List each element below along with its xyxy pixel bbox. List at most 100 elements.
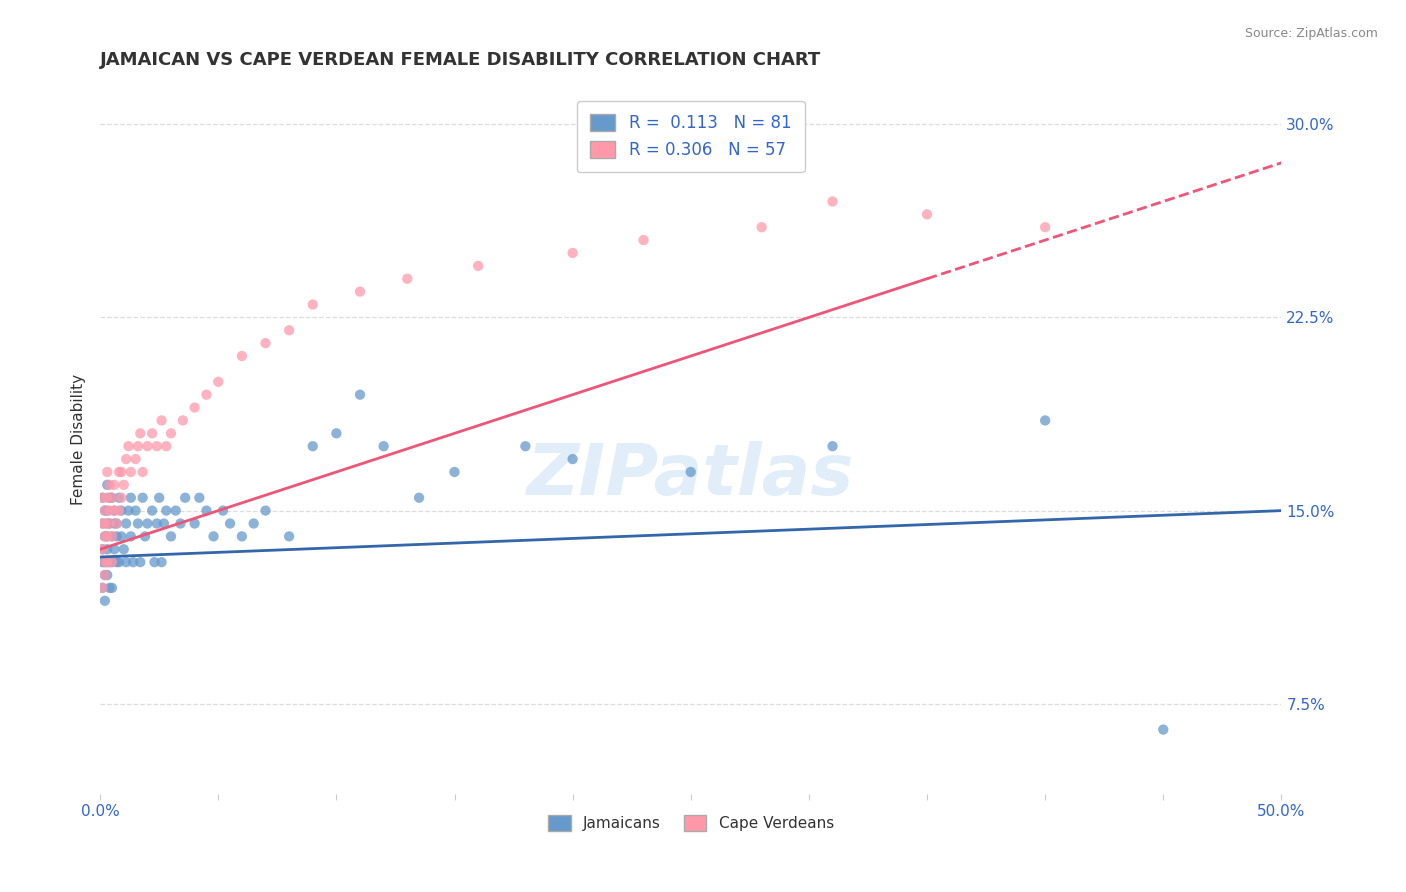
Point [443, 465, 465, 479]
Point [165, 503, 187, 517]
Point [155, 503, 177, 517]
Point [103, 478, 125, 492]
Point [150, 555, 173, 569]
Point [1033, 413, 1056, 427]
Point [112, 542, 135, 557]
Point [143, 555, 166, 569]
Point [105, 516, 128, 531]
Point [96, 529, 118, 543]
Point [349, 387, 371, 401]
Point [96, 491, 118, 505]
Point [108, 465, 131, 479]
Point [103, 542, 125, 557]
Point [751, 220, 773, 235]
Point [110, 465, 132, 479]
Point [467, 259, 489, 273]
Point [117, 503, 139, 517]
Point [91, 581, 114, 595]
Point [115, 555, 138, 569]
Point [91, 542, 114, 557]
Point [254, 336, 277, 351]
Point [105, 555, 128, 569]
Point [101, 529, 124, 543]
Y-axis label: Female Disability: Female Disability [72, 375, 86, 506]
Point [101, 555, 124, 569]
Point [91, 491, 114, 505]
Point [301, 439, 323, 453]
Point [94, 516, 117, 531]
Point [122, 555, 145, 569]
Point [679, 465, 702, 479]
Point [242, 516, 264, 531]
Point [821, 439, 844, 453]
Point [195, 387, 218, 401]
Point [633, 233, 655, 247]
Point [96, 568, 118, 582]
Point [231, 529, 253, 543]
Point [115, 452, 138, 467]
Point [98, 478, 121, 492]
Point [110, 529, 132, 543]
Point [120, 465, 142, 479]
Point [188, 491, 211, 505]
Point [101, 491, 124, 505]
Point [146, 516, 169, 531]
Point [94, 503, 117, 517]
Point [202, 529, 225, 543]
Point [94, 568, 117, 582]
Point [98, 491, 121, 505]
Point [174, 491, 197, 505]
Point [110, 491, 132, 505]
Text: JAMAICAN VS CAPE VERDEAN FEMALE DISABILITY CORRELATION CHART: JAMAICAN VS CAPE VERDEAN FEMALE DISABILI… [100, 51, 821, 69]
Point [120, 491, 142, 505]
Point [124, 503, 146, 517]
Point [98, 516, 121, 531]
Point [207, 375, 229, 389]
Point [136, 439, 159, 453]
Point [98, 516, 121, 531]
Point [105, 516, 128, 531]
Point [134, 529, 156, 543]
Point [115, 516, 138, 531]
Point [219, 516, 242, 531]
Point [127, 516, 149, 531]
Point [131, 491, 153, 505]
Point [373, 439, 395, 453]
Point [103, 516, 125, 531]
Point [160, 426, 183, 441]
Point [94, 529, 117, 543]
Point [1152, 723, 1174, 737]
Point [110, 503, 132, 517]
Text: ZIPatlas: ZIPatlas [527, 441, 855, 509]
Point [396, 271, 419, 285]
Point [108, 503, 131, 517]
Point [153, 516, 176, 531]
Point [212, 503, 235, 517]
Point [127, 439, 149, 453]
Point [96, 542, 118, 557]
Point [129, 555, 152, 569]
Point [91, 555, 114, 569]
Point [105, 529, 128, 543]
Point [561, 452, 583, 467]
Point [821, 194, 844, 209]
Point [94, 555, 117, 569]
Point [101, 581, 124, 595]
Point [1033, 220, 1056, 235]
Legend: Jamaicans, Cape Verdeans: Jamaicans, Cape Verdeans [536, 803, 846, 843]
Point [108, 491, 131, 505]
Point [94, 568, 117, 582]
Point [91, 516, 114, 531]
Point [96, 516, 118, 531]
Point [124, 452, 146, 467]
Point [183, 516, 205, 531]
Point [101, 491, 124, 505]
Point [101, 555, 124, 569]
Point [96, 555, 118, 569]
Point [301, 297, 323, 311]
Point [408, 491, 430, 505]
Point [91, 581, 114, 595]
Point [141, 503, 163, 517]
Point [349, 285, 371, 299]
Point [108, 555, 131, 569]
